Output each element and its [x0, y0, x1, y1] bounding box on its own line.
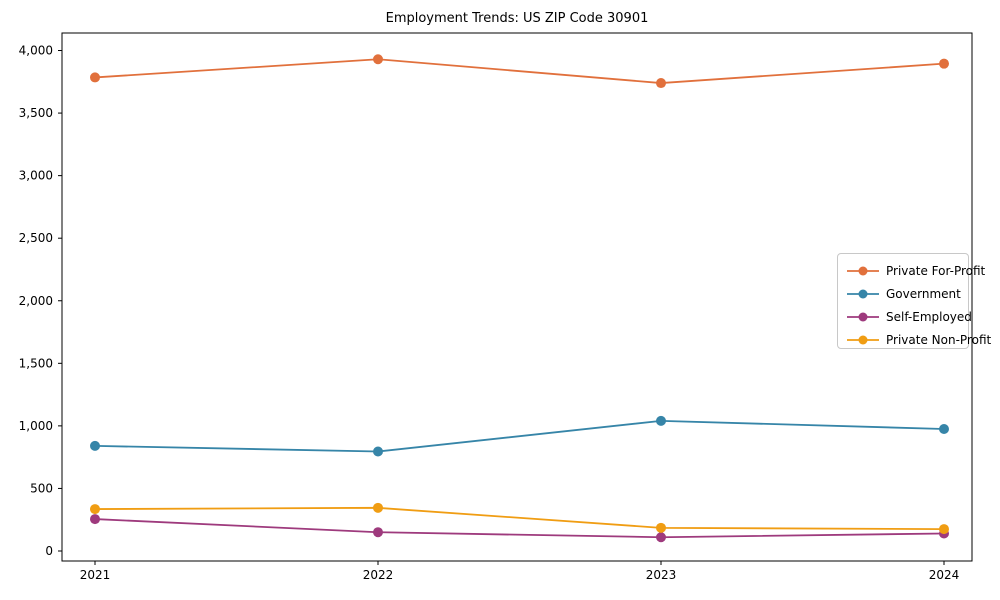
data-point-private-for-profit-2023: [656, 78, 666, 89]
legend-entry-government: Government: [845, 282, 968, 305]
data-point-private-non-profit-2023: [656, 522, 666, 533]
data-point-government-2024: [939, 424, 949, 434]
legend-entry-self-employed: Self-Employed: [845, 305, 972, 328]
data-point-government-2021: [90, 440, 100, 451]
y-tick-label: 1,500: [19, 356, 53, 370]
line-marker-icon: [847, 266, 879, 275]
legend: Private For-Profit Government Self-Emplo…: [837, 253, 991, 351]
data-point-private-non-profit-2021: [90, 504, 100, 515]
y-tick-label: 4,000: [19, 44, 53, 58]
data-point-self-employed-2023: [656, 532, 666, 543]
legend-label: Government: [886, 286, 961, 301]
y-tick-label: 0: [45, 544, 53, 558]
data-point-private-for-profit-2022: [373, 54, 383, 65]
series-line-government: [94, 419, 945, 453]
y-tick-label: 500: [30, 481, 53, 495]
line-marker-icon: [847, 312, 879, 321]
data-point-self-employed-2022: [373, 527, 383, 538]
data-point-private-for-profit-2021: [90, 72, 100, 83]
data-point-self-employed-2021: [90, 514, 100, 525]
chart-title: Employment Trends: US ZIP Code 30901: [385, 11, 649, 26]
legend-entry-private-for-profit: Private For-Profit: [845, 259, 985, 282]
x-tick-label: 2022: [363, 568, 394, 582]
plot-border: [61, 32, 973, 562]
legend-label: Private Non-Profit: [886, 332, 992, 347]
legend-label: Self-Employed: [886, 309, 972, 324]
x-tick-label: 2021: [80, 568, 111, 582]
line-marker-icon: [847, 335, 879, 344]
data-point-government-2023: [656, 415, 666, 426]
line-marker-icon: [847, 289, 879, 298]
series-line-private-for-profit: [94, 58, 945, 84]
data-point-private-non-profit-2022: [373, 502, 383, 513]
data-point-private-for-profit-2024: [939, 58, 949, 69]
y-tick-label: 1,000: [19, 419, 53, 433]
y-tick-label: 3,000: [19, 169, 53, 183]
x-tick-label: 2023: [646, 568, 677, 582]
y-tick-label: 3,500: [19, 106, 53, 120]
x-tick-label: 2024: [929, 568, 960, 582]
series-line-self-employed: [94, 518, 945, 539]
legend-entry-private-non-profit: Private Non-Profit: [845, 328, 991, 351]
y-tick-label: 2,500: [19, 231, 53, 245]
series-line-private-non-profit: [94, 506, 945, 530]
y-tick-label: 2,000: [19, 294, 53, 308]
data-point-government-2022: [373, 446, 383, 457]
legend-label: Private For-Profit: [886, 263, 986, 278]
data-point-private-non-profit-2024: [939, 524, 949, 535]
